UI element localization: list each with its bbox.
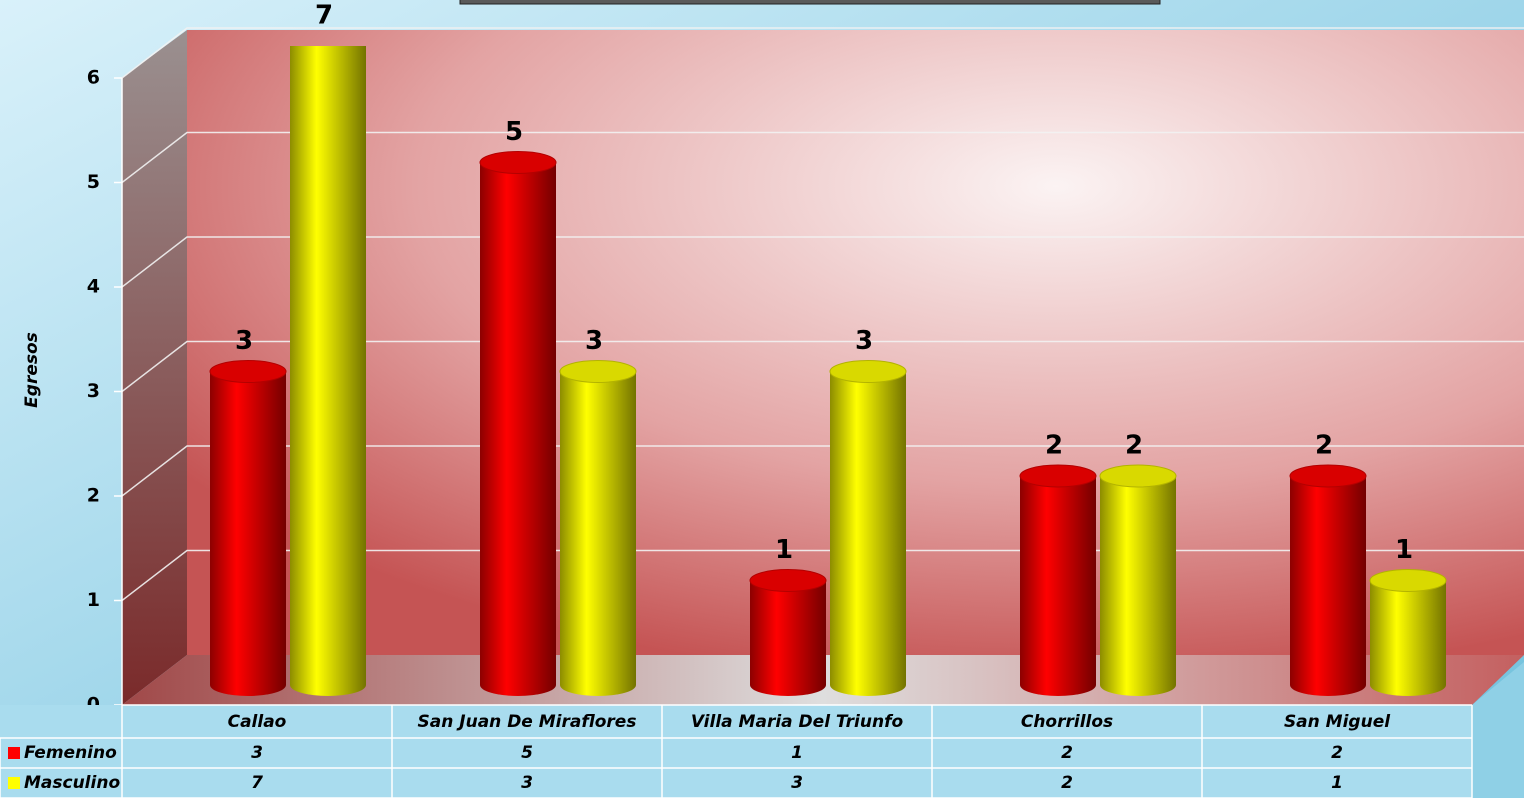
y-tick-label: 4: [87, 276, 100, 298]
title-box: [459, 0, 1161, 5]
y-axis-label: Egresos: [22, 332, 42, 408]
bar: [1020, 476, 1096, 696]
data-label: 3: [855, 326, 873, 356]
y-tick-label: 1: [87, 589, 100, 611]
legend-label: Masculino: [24, 773, 120, 793]
bar-top: [1369, 569, 1447, 592]
table-value: 3: [791, 773, 803, 793]
data-label: 5: [505, 117, 523, 147]
data-label: 7: [315, 1, 333, 31]
x-tick-label: San Miguel: [1284, 712, 1391, 732]
bar-top: [749, 569, 827, 592]
grid-line: [121, 445, 1524, 497]
data-label: 2: [1315, 431, 1333, 461]
bar: [480, 162, 556, 696]
side-wall: [122, 30, 187, 705]
bar-top: [1019, 464, 1097, 488]
table-value: 3: [521, 773, 533, 793]
table-value: 5: [521, 743, 533, 763]
table-value: 2: [1061, 773, 1073, 793]
table-value: 1: [1331, 773, 1343, 793]
bar-top: [479, 151, 557, 174]
data-label: 3: [585, 326, 603, 356]
grid-line: [121, 27, 1524, 79]
data-table: Callao San Juan De Miraflores Villa Maria …: [0, 704, 1473, 798]
bar: [210, 371, 286, 696]
bar-top: [829, 360, 907, 383]
x-tick-label: Chorrillos: [1021, 712, 1113, 732]
table-value: 2: [1061, 743, 1073, 763]
grid-line: [121, 236, 1524, 288]
bar: [560, 371, 636, 696]
y-tick-label: 3: [87, 380, 100, 402]
bars: [209, 46, 1447, 696]
bar-top: [1099, 464, 1177, 488]
bar: [1370, 580, 1446, 696]
labels: 3 5 1 2 2 7 3 3 2 1: [235, 1, 1413, 566]
bar-top: [1289, 464, 1367, 488]
table-background: [0, 705, 1472, 798]
legend-swatch: [8, 777, 20, 789]
table-value: 1: [791, 743, 803, 763]
y-tick-label: 2: [87, 485, 100, 507]
table-value: 2: [1331, 743, 1343, 763]
bar: [290, 46, 366, 696]
y-tick-label: 5: [87, 171, 100, 193]
table-value: 3: [251, 743, 263, 763]
bar-top: [559, 360, 637, 383]
bar: [1290, 476, 1366, 696]
data-label: 1: [1395, 535, 1413, 565]
data-label: 2: [1045, 431, 1063, 461]
legend-swatch: [8, 747, 20, 759]
floor-edge: [1472, 662, 1524, 798]
bar-top: [209, 360, 287, 383]
data-label: 1: [775, 535, 793, 565]
bar: [830, 371, 906, 696]
legend-label: Femenino: [24, 743, 117, 763]
x-tick-label: Callao: [228, 712, 287, 732]
data-label: 2: [1125, 431, 1143, 461]
x-tick-label: Villa Maria Del Triunfo: [691, 712, 904, 732]
bar: [750, 580, 826, 696]
y-tick-label: 6: [87, 67, 100, 89]
table-value: 7: [251, 773, 263, 793]
grid-line: [121, 340, 1524, 393]
x-tick-label: San Juan De Miraflores: [418, 712, 637, 732]
data-label: 3: [235, 326, 253, 356]
bar: [1100, 476, 1176, 696]
grid-line: [121, 131, 1524, 184]
